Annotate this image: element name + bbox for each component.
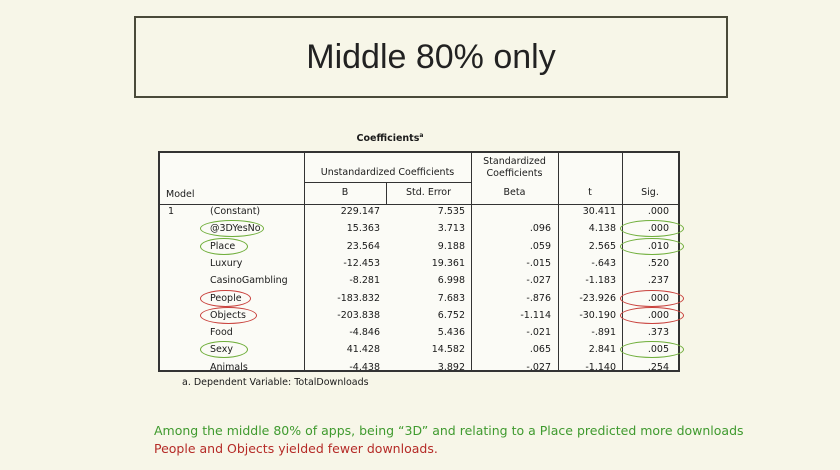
- table-divider-t: [622, 153, 623, 370]
- cell-se: 3.892: [437, 361, 465, 373]
- cell-b: 23.564: [346, 240, 380, 252]
- table-unstd-subrule: [304, 182, 471, 183]
- cell-sig: .254: [647, 361, 669, 373]
- cell-name: (Constant): [210, 206, 261, 217]
- cell-beta: .059: [529, 240, 551, 252]
- cell-t: -1.140: [585, 361, 616, 373]
- cell-se: 5.436: [437, 327, 465, 339]
- cell-se: 6.752: [437, 309, 465, 321]
- cell-sig: .373: [647, 327, 669, 339]
- cell-b: 229.147: [340, 206, 380, 217]
- table-caption-sup: a: [419, 132, 424, 139]
- cell-se: 7.683: [437, 292, 465, 304]
- table-divider-b-se: [386, 182, 387, 204]
- cell-t: 30.411: [582, 206, 616, 217]
- cell-t: 2.841: [588, 344, 616, 356]
- slide-title: Middle 80% only: [306, 37, 556, 76]
- header-model: Model: [166, 189, 195, 200]
- cell-b: -4.846: [349, 327, 380, 339]
- header-unstandardized: Unstandardized Coefficients: [320, 167, 455, 178]
- cell-se: 7.535: [437, 206, 465, 217]
- table-caption-text: Coefficients: [356, 133, 420, 145]
- note-green: Among the middle 80% of apps, being “3D”…: [154, 423, 744, 438]
- header-t: t: [588, 187, 592, 198]
- cell-se: 9.188: [437, 240, 465, 252]
- cell-t: -23.926: [579, 292, 616, 304]
- cell-b: -8.281: [349, 275, 380, 287]
- table-divider-std: [558, 153, 559, 370]
- cell-t: -30.190: [579, 309, 616, 321]
- header-standardized: Standardized Coefficients: [483, 156, 546, 179]
- table-header-rule: [160, 204, 678, 205]
- header-b: B: [341, 187, 349, 198]
- cell-se: 6.998: [437, 275, 465, 287]
- note-red: People and Objects yielded fewer downloa…: [154, 441, 438, 456]
- cell-name: Luxury: [210, 257, 243, 269]
- coefficients-table: Unstandardized Coefficients Standardized…: [158, 151, 684, 373]
- highlight-oval-red: [200, 289, 252, 307]
- table-footnote: a. Dependent Variable: TotalDownloads: [182, 377, 369, 388]
- cell-name: Food: [210, 327, 233, 339]
- highlight-oval-red: [200, 306, 258, 324]
- cell-se: 3.713: [437, 223, 465, 235]
- header-beta: Beta: [503, 187, 526, 198]
- cell-b: 41.428: [346, 344, 380, 356]
- cell-sig: .237: [647, 275, 669, 287]
- cell-beta: -.021: [526, 327, 551, 339]
- header-std-error: Std. Error: [406, 187, 451, 198]
- cell-beta: .096: [529, 223, 551, 235]
- cell-b: -12.453: [343, 257, 380, 269]
- cell-beta: -.876: [526, 292, 551, 304]
- sig-highlight-oval-green: [620, 220, 684, 238]
- table-caption: Coefficientsa: [300, 132, 480, 144]
- cell-t: 4.138: [588, 223, 616, 235]
- cell-t: 2.565: [588, 240, 616, 252]
- cell-se: 14.582: [431, 344, 465, 356]
- cell-t: -.643: [591, 257, 616, 269]
- cell-b: -203.838: [337, 309, 380, 321]
- header-sig: Sig.: [641, 187, 659, 198]
- cell-sig: .000: [647, 206, 669, 217]
- cell-t: -1.183: [585, 275, 616, 287]
- highlight-oval-green: [200, 237, 248, 255]
- cell-b: -4.438: [349, 361, 380, 373]
- table-divider-unstd: [471, 153, 472, 370]
- cell-beta: -.027: [526, 361, 551, 373]
- cell-b: 15.363: [346, 223, 380, 235]
- cell-t: -.891: [591, 327, 616, 339]
- cell-sig: .520: [647, 257, 669, 269]
- cell-beta: -.027: [526, 275, 551, 287]
- cell-se: 19.361: [431, 257, 465, 269]
- cell-name: Animals: [210, 361, 248, 373]
- cell-beta: -1.114: [520, 309, 551, 321]
- title-box: Middle 80% only: [134, 16, 728, 98]
- highlight-oval-green: [200, 220, 264, 238]
- sig-highlight-oval-green: [620, 237, 684, 255]
- sig-highlight-oval-red: [620, 289, 684, 307]
- sig-highlight-oval-green: [620, 341, 684, 359]
- cell-b: -183.832: [337, 292, 380, 304]
- table-divider-model: [304, 153, 305, 370]
- model-number: 1: [168, 206, 175, 217]
- cell-name: CasinoGambling: [210, 275, 288, 287]
- cell-beta: .065: [529, 344, 551, 356]
- cell-beta: -.015: [526, 257, 551, 269]
- sig-highlight-oval-red: [620, 306, 684, 324]
- highlight-oval-green: [200, 341, 248, 359]
